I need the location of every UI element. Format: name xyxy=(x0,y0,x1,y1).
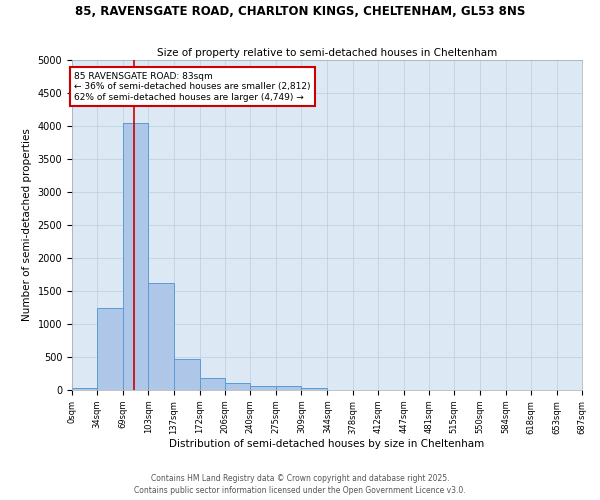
Bar xyxy=(148,283,174,390)
Bar xyxy=(174,358,200,390)
Bar xyxy=(123,122,148,390)
Bar xyxy=(97,308,123,390)
Bar xyxy=(72,388,97,390)
Text: Contains HM Land Registry data © Crown copyright and database right 2025.
Contai: Contains HM Land Registry data © Crown c… xyxy=(134,474,466,495)
X-axis label: Distribution of semi-detached houses by size in Cheltenham: Distribution of semi-detached houses by … xyxy=(169,440,485,450)
Bar xyxy=(250,386,276,390)
Bar xyxy=(276,386,301,390)
Bar xyxy=(301,388,328,390)
Text: 85 RAVENSGATE ROAD: 83sqm
← 36% of semi-detached houses are smaller (2,812)
62% : 85 RAVENSGATE ROAD: 83sqm ← 36% of semi-… xyxy=(74,72,311,102)
Title: Size of property relative to semi-detached houses in Cheltenham: Size of property relative to semi-detach… xyxy=(157,48,497,58)
Text: 85, RAVENSGATE ROAD, CHARLTON KINGS, CHELTENHAM, GL53 8NS: 85, RAVENSGATE ROAD, CHARLTON KINGS, CHE… xyxy=(75,5,525,18)
Y-axis label: Number of semi-detached properties: Number of semi-detached properties xyxy=(22,128,32,322)
Bar xyxy=(200,378,225,390)
Bar xyxy=(225,382,250,390)
